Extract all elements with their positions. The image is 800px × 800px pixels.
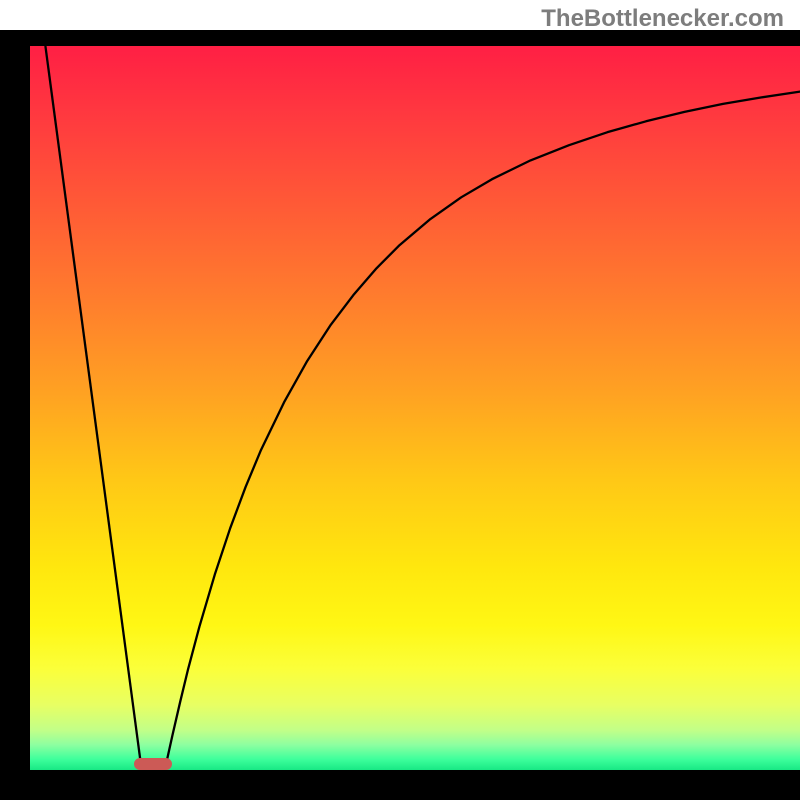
chart-container: TheBottlenecker.com	[0, 0, 800, 800]
curve-layer	[0, 0, 800, 800]
curve-right-asymptote	[165, 92, 800, 770]
curve-left-line	[45, 46, 141, 770]
bottleneck-marker	[134, 758, 173, 770]
